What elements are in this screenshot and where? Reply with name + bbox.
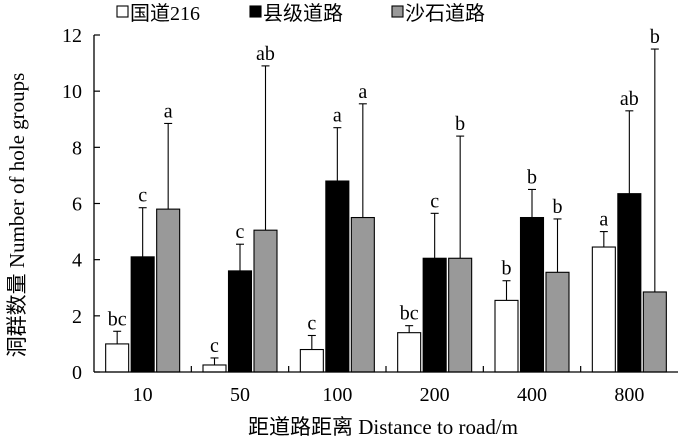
bar bbox=[545, 271, 570, 373]
significance-label: b bbox=[455, 113, 465, 135]
legend-swatch bbox=[116, 5, 129, 18]
bar bbox=[642, 291, 667, 373]
y-tick-label: 2 bbox=[72, 306, 82, 328]
bar bbox=[299, 348, 324, 373]
y-tick-label: 0 bbox=[72, 362, 82, 384]
bar bbox=[156, 208, 181, 373]
bar bbox=[253, 229, 278, 373]
significance-label: ab bbox=[620, 88, 639, 110]
bar bbox=[227, 270, 253, 373]
bar bbox=[591, 246, 616, 373]
x-tick-label: 800 bbox=[614, 384, 644, 406]
y-tick-label: 6 bbox=[72, 194, 82, 216]
bar bbox=[202, 364, 227, 373]
y-tick-label: 12 bbox=[62, 25, 82, 47]
significance-label: b bbox=[650, 26, 660, 48]
significance-label: a bbox=[164, 100, 173, 122]
y-tick-label: 8 bbox=[72, 137, 82, 159]
significance-label: a bbox=[333, 105, 342, 127]
significance-label: ab bbox=[256, 43, 275, 65]
axes: 0 2 4 6 8 10 12 10 50 100 200 400 800 bbox=[62, 25, 678, 406]
bar bbox=[130, 256, 155, 373]
significance-label: bc bbox=[108, 308, 127, 330]
legend: 国道216 县级道路 沙石道路 bbox=[116, 2, 485, 25]
x-tick-label: 200 bbox=[420, 384, 450, 406]
significance-label: c bbox=[138, 185, 147, 207]
legend-label: 县级道路 bbox=[263, 2, 343, 25]
x-axis-label: 距道路距离 Distance to road/m bbox=[248, 415, 518, 439]
significance-label: c bbox=[307, 312, 316, 334]
significance-label: c bbox=[430, 190, 439, 212]
bar bbox=[350, 216, 375, 373]
significance-label: a bbox=[358, 81, 367, 103]
bar bbox=[494, 299, 519, 373]
y-tick-label: 10 bbox=[62, 81, 82, 103]
significance-label: c bbox=[210, 335, 219, 357]
significance-label: c bbox=[236, 221, 245, 243]
bar bbox=[325, 180, 350, 373]
significance-label: a bbox=[599, 209, 608, 231]
bar bbox=[519, 216, 545, 373]
significance-label: b bbox=[502, 258, 512, 280]
y-tick-label: 4 bbox=[72, 250, 82, 272]
legend-swatch bbox=[391, 5, 404, 18]
legend-label: 沙石道路 bbox=[405, 2, 485, 25]
significance-label: b bbox=[553, 196, 563, 218]
bar bbox=[422, 257, 447, 373]
x-tick-label: 400 bbox=[517, 384, 547, 406]
bar bbox=[397, 332, 422, 373]
x-tick-label: 50 bbox=[230, 384, 250, 406]
significance-label: bc bbox=[400, 303, 419, 325]
x-tick-label: 100 bbox=[322, 384, 352, 406]
bar bbox=[617, 193, 642, 373]
x-tick-label: 10 bbox=[133, 384, 153, 406]
legend-swatch bbox=[249, 5, 262, 18]
significance-label: b bbox=[527, 166, 537, 188]
legend-label: 国道216 bbox=[130, 2, 200, 25]
bar bbox=[448, 257, 473, 373]
bar bbox=[105, 343, 130, 373]
y-axis-label: 洞群数量 Number of hole groups bbox=[5, 73, 29, 358]
